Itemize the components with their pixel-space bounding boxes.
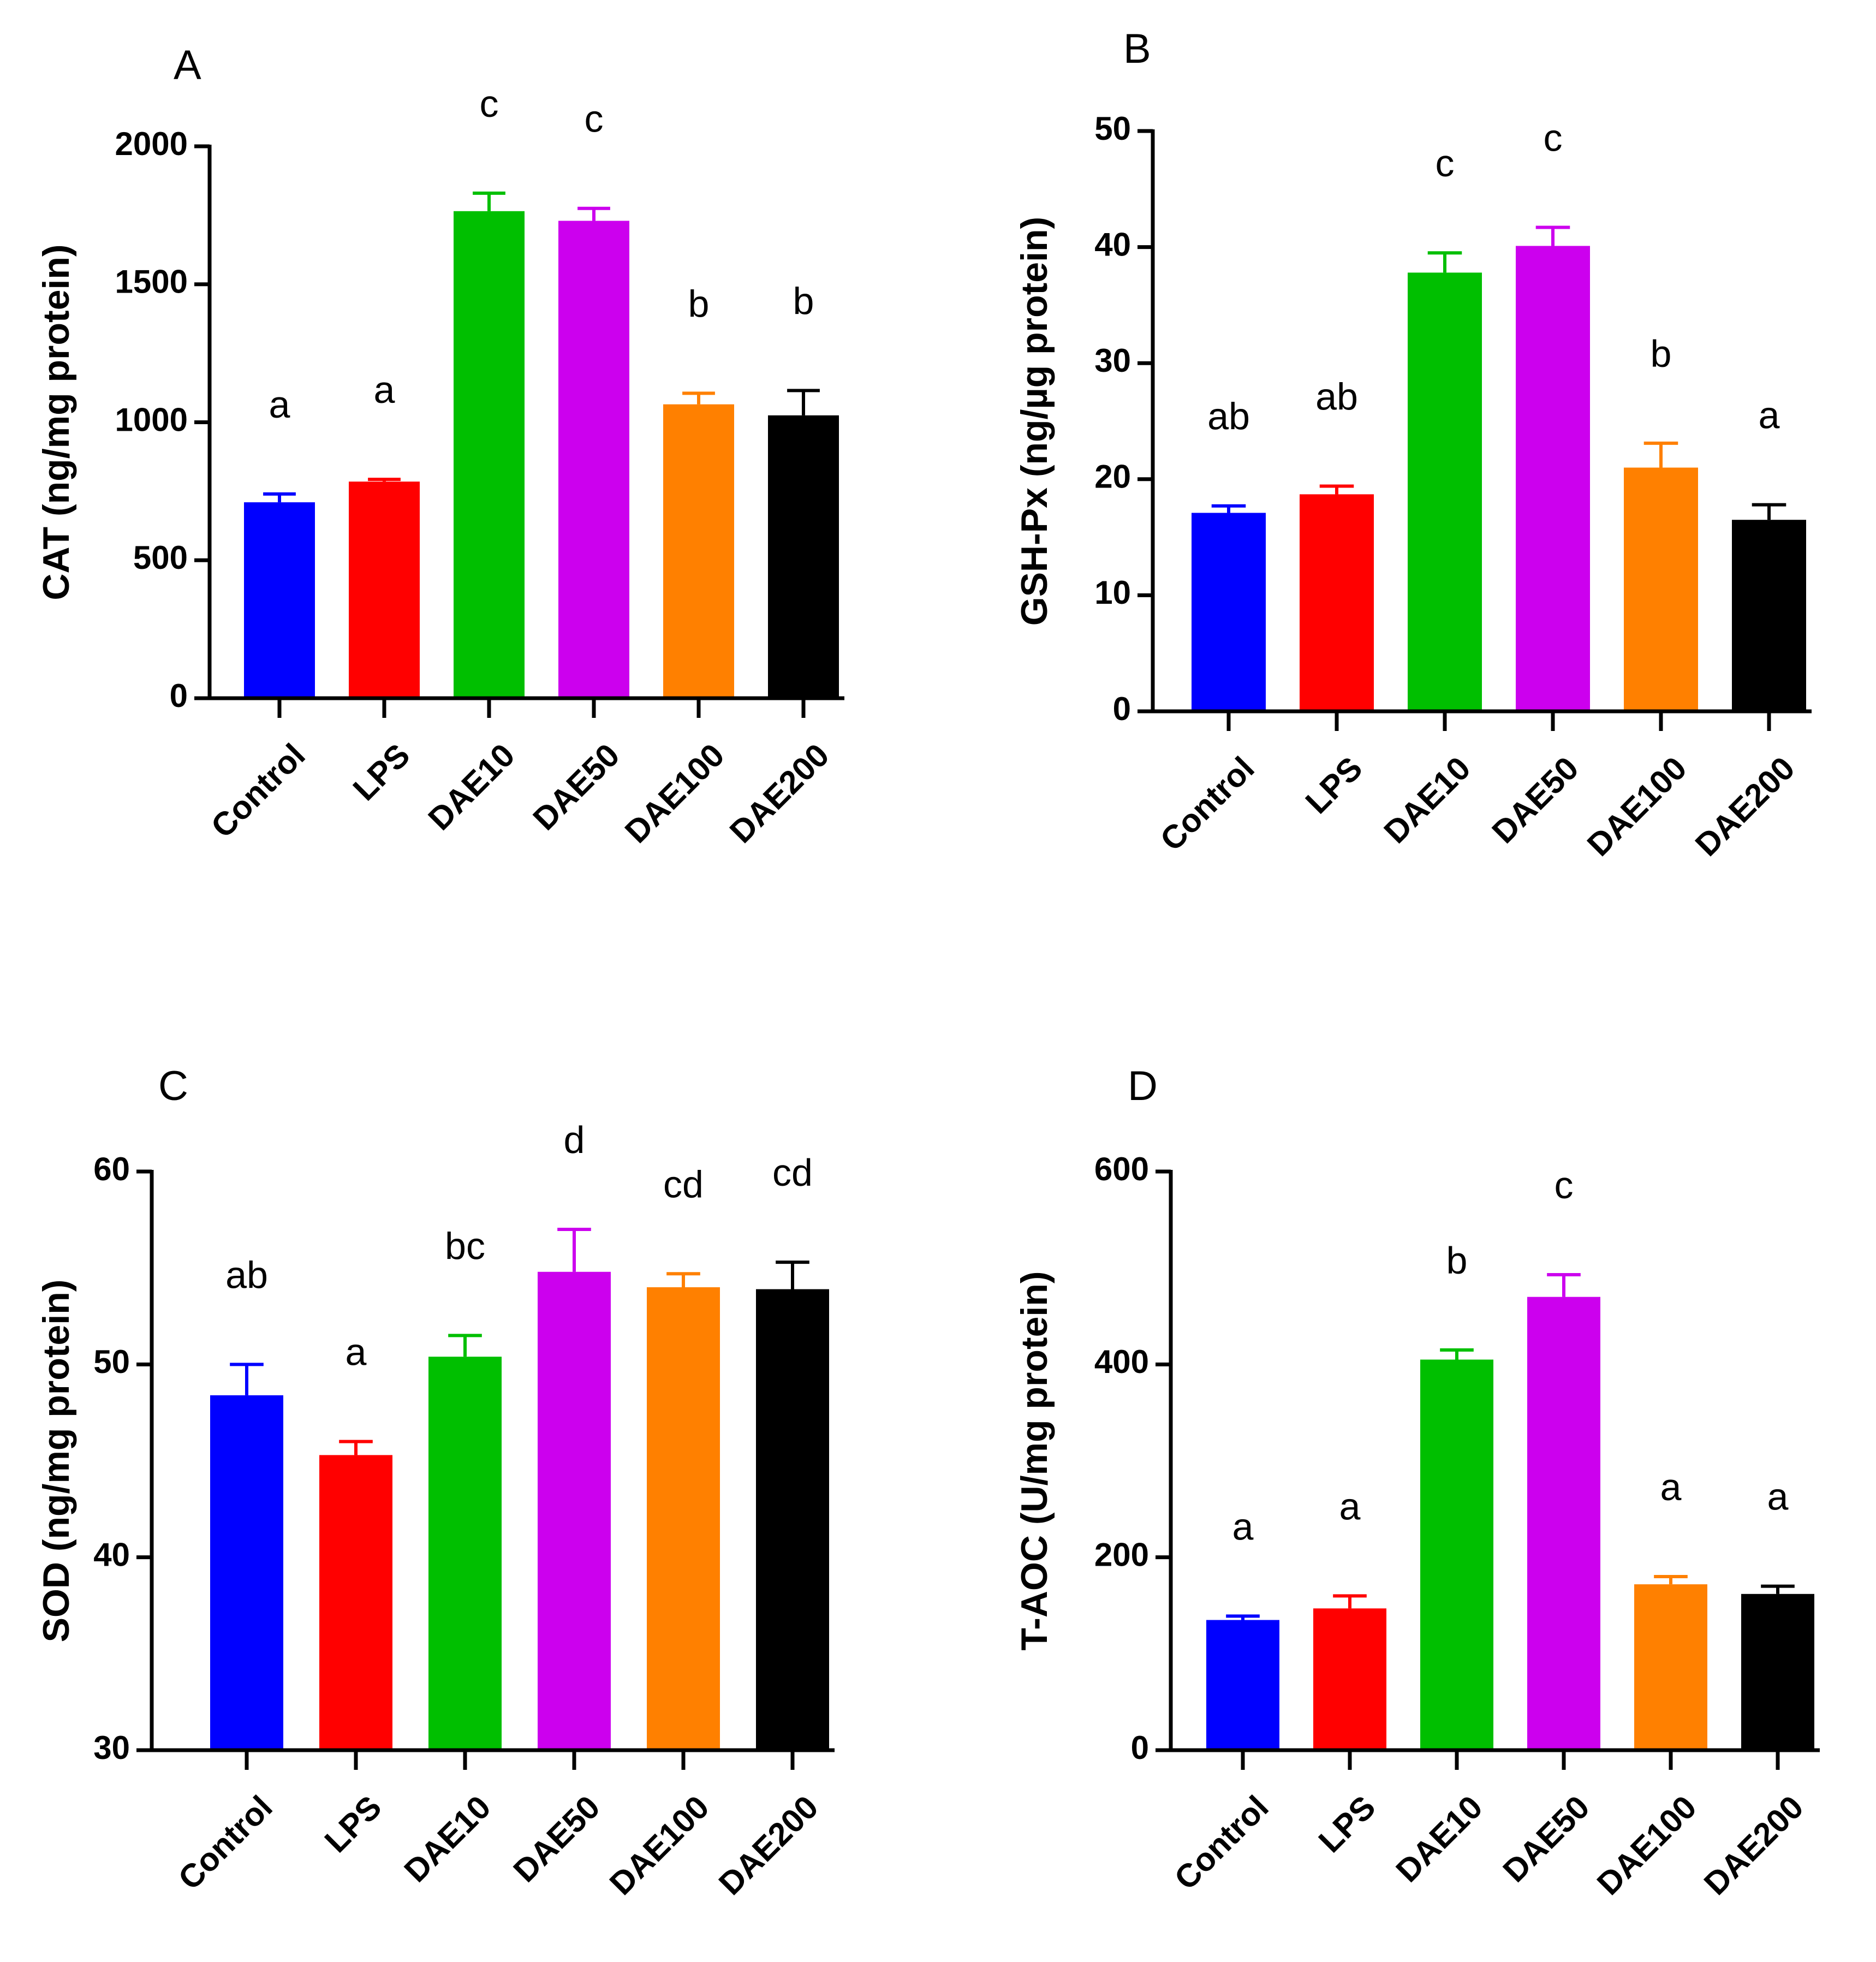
y-tick-label: 30 (93, 1729, 130, 1766)
significance-label: ab (225, 1253, 268, 1296)
significance-label: b (1651, 332, 1672, 375)
y-tick-label: 50 (1094, 110, 1131, 147)
bar-lps (319, 1455, 392, 1750)
bar-control (1192, 513, 1266, 711)
significance-label: b (1446, 1239, 1468, 1282)
y-tick-label: 200 (1094, 1537, 1149, 1573)
y-axis-label: GSH-Px (ng/µg protein) (1014, 217, 1055, 626)
y-tick-label: 0 (170, 677, 188, 714)
significance-label: ab (1315, 376, 1358, 418)
y-tick-label: 2000 (115, 126, 188, 162)
bar-dae100 (647, 1287, 720, 1750)
bar-dae50 (1516, 246, 1590, 711)
bar-lps (1300, 494, 1374, 711)
bar-dae50 (538, 1271, 611, 1750)
y-tick-label: 0 (1113, 691, 1131, 727)
panel-letter: D (1128, 1063, 1158, 1109)
y-tick-label: 1000 (115, 401, 188, 438)
bar-control (210, 1395, 283, 1750)
panel-letter: B (1123, 26, 1151, 72)
bar-dae200 (756, 1289, 829, 1750)
bar-dae50 (1527, 1297, 1600, 1750)
y-tick-label: 10 (1094, 574, 1131, 611)
bar-lps (1313, 1608, 1386, 1750)
significance-label: bc (445, 1224, 485, 1267)
significance-label: a (346, 1331, 367, 1374)
significance-label: a (1339, 1485, 1361, 1527)
y-tick-label: 500 (133, 539, 188, 576)
y-axis-label: SOD (ng/mg protein) (35, 1280, 77, 1643)
significance-label: c (585, 98, 604, 140)
bar-dae10 (1408, 272, 1482, 711)
bar-dae200 (1732, 520, 1806, 711)
panel-letter: C (158, 1063, 188, 1109)
bar-dae10 (428, 1357, 502, 1750)
significance-label: d (564, 1119, 585, 1161)
bar-dae10 (454, 211, 525, 699)
y-tick-label: 40 (93, 1537, 130, 1573)
y-tick-label: 400 (1094, 1343, 1149, 1380)
panel-letter: A (174, 42, 201, 88)
bar-control (1206, 1620, 1279, 1750)
y-tick-label: 0 (1131, 1729, 1149, 1766)
bar-control (244, 502, 315, 698)
bar-dae10 (1420, 1359, 1493, 1750)
bar-lps (349, 481, 420, 698)
significance-label: a (269, 383, 290, 426)
significance-label: a (1232, 1505, 1254, 1548)
y-tick-label: 600 (1094, 1151, 1149, 1187)
significance-label: c (480, 82, 499, 125)
y-axis-label: CAT (ng/mg protein) (35, 244, 77, 600)
significance-label: a (1660, 1466, 1682, 1508)
y-tick-label: 50 (93, 1343, 130, 1380)
bar-dae200 (768, 415, 839, 698)
y-axis-label: T-AOC (U/mg protein) (1014, 1271, 1055, 1650)
bar-dae100 (1634, 1584, 1707, 1750)
significance-label: a (374, 368, 395, 411)
y-tick-label: 1500 (115, 264, 188, 300)
bar-dae100 (1624, 467, 1698, 711)
significance-label: a (1759, 394, 1780, 437)
y-tick-label: 20 (1094, 459, 1131, 495)
significance-label: c (1555, 1164, 1574, 1206)
significance-label: ab (1207, 395, 1250, 438)
y-tick-label: 60 (93, 1151, 130, 1187)
bar-dae100 (663, 404, 734, 698)
y-tick-label: 40 (1094, 226, 1131, 263)
significance-label: c (1436, 142, 1455, 185)
significance-label: b (793, 280, 814, 322)
significance-label: b (688, 282, 710, 325)
significance-label: cd (663, 1163, 704, 1205)
significance-label: a (1767, 1476, 1789, 1518)
bar-dae200 (1741, 1594, 1814, 1750)
significance-label: cd (772, 1151, 813, 1194)
significance-label: c (1544, 116, 1563, 159)
y-tick-label: 30 (1094, 342, 1131, 379)
bar-dae50 (558, 221, 629, 698)
